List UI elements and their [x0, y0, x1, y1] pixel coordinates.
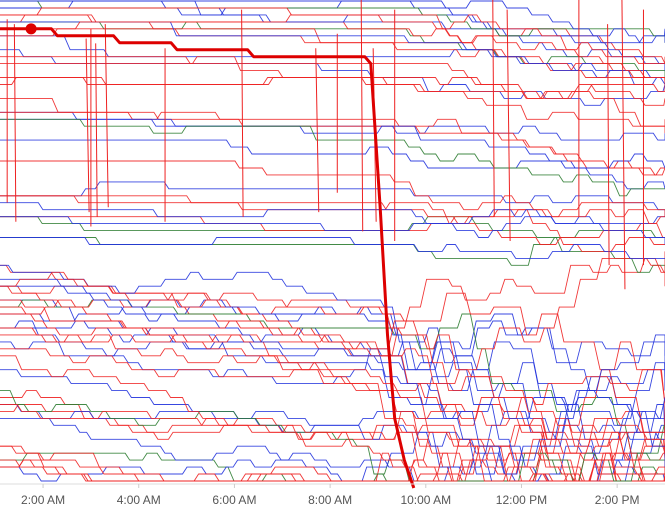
x-tick-label: 2:00 AM [21, 493, 65, 507]
x-tick-label: 2:00 PM [595, 493, 640, 507]
series-line-blue [0, 21, 665, 85]
highlighted-series-line [0, 27, 416, 489]
series-lines [0, 0, 665, 482]
series-line-red [0, 160, 665, 225]
series-line-blue [0, 264, 665, 468]
series-line-green [0, 118, 665, 197]
x-tick-label: 8:00 AM [308, 493, 352, 507]
spike-line [241, 9, 244, 217]
series-line-blue [0, 181, 665, 217]
series-line-red [0, 195, 665, 252]
series-line-red [0, 334, 665, 454]
series-line-red [0, 348, 665, 461]
series-line-red [0, 14, 665, 65]
spike-line [13, 24, 17, 222]
x-tick-label: 10:00 AM [400, 493, 451, 507]
highlight-marker-dot[interactable] [25, 23, 37, 35]
x-tick-label: 6:00 AM [212, 493, 256, 507]
series-line-red [0, 431, 665, 482]
series-line-red [0, 264, 665, 433]
spike-line [85, 38, 90, 213]
spike-line [360, 0, 364, 232]
spike-line [492, 0, 495, 217]
x-tick-label: 4:00 AM [117, 493, 161, 507]
series-line-blue [0, 285, 665, 475]
x-axis: 2:00 AM 4:00 AM 6:00 AM 8:00 AM 10:00 AM 12:0… [21, 484, 640, 507]
series-line-blue [0, 202, 665, 245]
series-line-blue [0, 139, 665, 190]
series-line-red [0, 251, 665, 385]
series-line-red [0, 7, 665, 85]
spike-line [315, 48, 320, 213]
series-line-blue [0, 237, 665, 259]
series-line-blue [0, 111, 665, 141]
series-line-red [0, 77, 665, 127]
series-line-blue [0, 0, 665, 44]
series-line-red [0, 271, 665, 454]
series-line-red [0, 404, 665, 482]
series-line-red [0, 390, 665, 482]
series-line-red [0, 313, 665, 482]
series-line-red [0, 438, 665, 482]
series-line-red [0, 355, 665, 482]
spike-line [607, 24, 610, 266]
highlighted-series [0, 23, 416, 489]
series-line-red [0, 56, 665, 106]
spike-line [95, 43, 98, 217]
x-tick-label: 12:00 PM [496, 493, 547, 507]
spike-line [104, 24, 109, 208]
series-line-blue [0, 118, 665, 169]
spike-line [506, 9, 511, 242]
spike-line [621, 0, 626, 290]
